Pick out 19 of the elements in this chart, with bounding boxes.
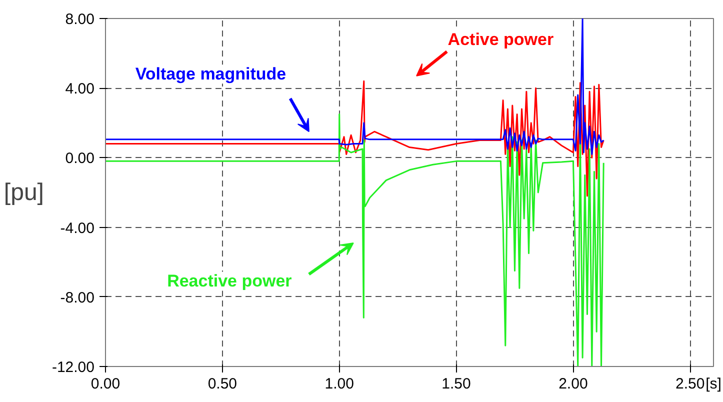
y-tick-label: 0.00 bbox=[65, 150, 95, 168]
y-tick-label: 8.00 bbox=[65, 11, 95, 28]
y-tick-label: -4.00 bbox=[60, 220, 95, 237]
x-tick-label: 1.00 bbox=[324, 376, 354, 392]
y-axis-title: [pu] bbox=[4, 179, 44, 206]
line-series bbox=[106, 113, 604, 366]
text: Active power bbox=[448, 30, 554, 49]
y-tick-label: 4.00 bbox=[65, 80, 95, 98]
x-tick-label: 1.50 bbox=[442, 376, 471, 392]
x-tick-label: 0.50 bbox=[208, 376, 238, 392]
y-tick-label: -8.00 bbox=[60, 289, 95, 306]
x-axis-title: [s] bbox=[706, 376, 722, 392]
line-series bbox=[106, 18, 604, 155]
y-tick-label: -12.00 bbox=[52, 359, 95, 376]
x-tick-label: 2.50 bbox=[676, 376, 705, 392]
text: Voltage magnitude bbox=[135, 64, 286, 84]
text: Reactive power bbox=[167, 272, 292, 291]
x-tick-label: 2.00 bbox=[558, 376, 588, 392]
x-tick-label: 0.00 bbox=[90, 376, 120, 392]
